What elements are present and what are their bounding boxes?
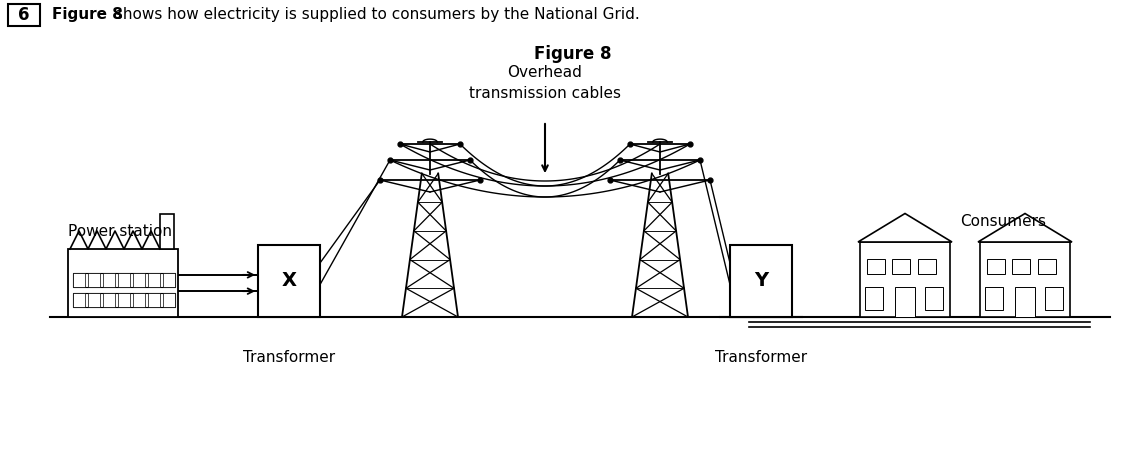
Bar — [103, 293, 115, 307]
Bar — [73, 273, 85, 287]
Bar — [163, 273, 175, 287]
Bar — [73, 293, 85, 307]
Bar — [918, 259, 935, 274]
Bar — [148, 293, 160, 307]
Bar — [860, 242, 950, 317]
Bar — [88, 293, 100, 307]
Bar — [984, 287, 1003, 310]
Bar — [893, 259, 910, 274]
Bar — [1012, 259, 1030, 274]
Bar — [133, 273, 146, 287]
Text: Y: Y — [754, 271, 768, 290]
Text: shows how electricity is supplied to consumers by the National Grid.: shows how electricity is supplied to con… — [110, 8, 639, 23]
Bar — [925, 287, 943, 310]
Bar — [730, 245, 792, 317]
Bar — [118, 293, 129, 307]
Bar — [258, 245, 320, 317]
Bar — [868, 259, 885, 274]
Bar — [987, 259, 1005, 274]
Bar — [1015, 287, 1035, 317]
Bar — [133, 293, 146, 307]
Text: Figure 8: Figure 8 — [534, 45, 612, 63]
Bar — [68, 249, 178, 317]
Text: Figure 8: Figure 8 — [52, 8, 123, 23]
Bar — [895, 287, 915, 317]
Text: Consumers: Consumers — [960, 214, 1046, 229]
Bar — [73, 273, 175, 287]
Text: 6: 6 — [18, 6, 30, 24]
Bar — [103, 273, 115, 287]
Bar — [163, 293, 175, 307]
Text: Overhead
transmission cables: Overhead transmission cables — [469, 65, 621, 101]
Text: X: X — [282, 271, 297, 290]
Bar — [1045, 287, 1062, 310]
Bar — [73, 293, 175, 307]
Bar — [118, 273, 129, 287]
Text: Transformer: Transformer — [715, 349, 807, 364]
Bar — [88, 273, 100, 287]
Polygon shape — [858, 213, 952, 242]
Bar — [160, 214, 174, 249]
Text: Power station: Power station — [68, 225, 172, 239]
Bar — [1037, 259, 1055, 274]
Polygon shape — [978, 213, 1072, 242]
Bar — [148, 273, 160, 287]
Bar — [864, 287, 882, 310]
Bar — [980, 242, 1070, 317]
Bar — [8, 4, 40, 26]
Text: Transformer: Transformer — [243, 349, 335, 364]
